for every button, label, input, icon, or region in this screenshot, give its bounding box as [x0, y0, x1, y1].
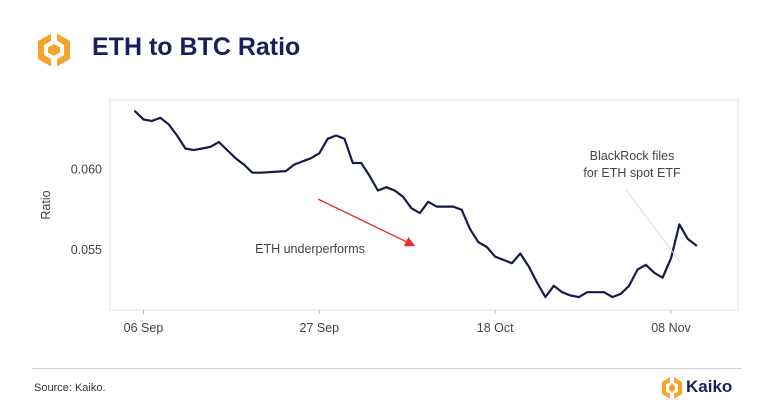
y-tick-label: 0.060: [71, 162, 102, 176]
kaiko-logo-icon: [38, 30, 70, 70]
series-line: [134, 110, 698, 299]
x-tick-label: 08 Nov: [651, 321, 691, 335]
underperform-arrow: [317, 198, 416, 247]
blackrock-pointer-line: [625, 189, 680, 262]
plot-frame: [109, 99, 739, 311]
annotation-blackrock-line2: for ETH spot ETF: [583, 166, 681, 180]
y-tick-label: 0.055: [71, 243, 102, 257]
kaiko-logo-icon: [662, 375, 682, 401]
annotation-eth-underperforms: ETH underperforms: [255, 242, 365, 256]
source-note: Source: Kaiko.: [34, 382, 106, 394]
brand-name: Kaiko: [686, 377, 733, 396]
y-axis-label: Ratio: [39, 190, 53, 219]
chart-title: ETH to BTC Ratio: [92, 33, 301, 61]
x-tick-label: 27 Sep: [300, 321, 340, 335]
footer-divider: [32, 368, 742, 369]
x-tick-label: 06 Sep: [124, 321, 164, 335]
annotation-blackrock-line1: BlackRock files: [590, 149, 675, 163]
x-tick-label: 18 Oct: [477, 321, 514, 335]
